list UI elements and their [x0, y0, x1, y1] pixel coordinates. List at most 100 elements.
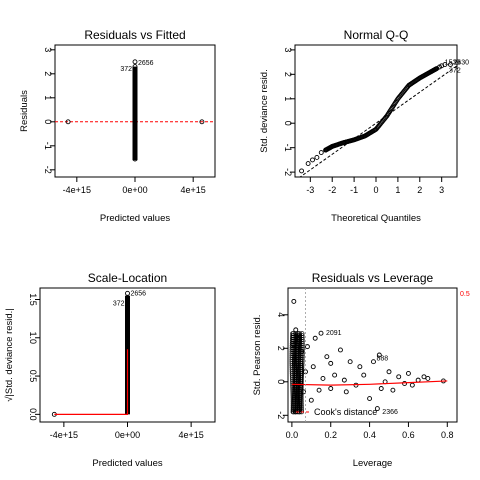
- x-axis: -3 -2 -1 0 1 2 3: [306, 177, 444, 195]
- y-tick-label: -2: [283, 168, 293, 176]
- plot-marks: [289, 288, 448, 422]
- y-tick-label: 0.5: [28, 370, 38, 383]
- legend: Cook's distance: [296, 407, 377, 417]
- data-point: [314, 154, 320, 160]
- data-point: [357, 364, 363, 370]
- y-tick-label: 2: [283, 72, 293, 77]
- point-annotation: 2656: [131, 290, 147, 297]
- x-tick-label: 4e+15: [181, 185, 206, 195]
- data-point: [367, 396, 373, 401]
- data-point: [343, 389, 349, 395]
- legend-label: Cook's distance: [314, 407, 377, 417]
- y-tick-label: 1.0: [28, 332, 38, 345]
- y-axis: -2 0 2 4: [276, 312, 288, 419]
- x-tick-label: 3: [439, 185, 444, 195]
- plot-marks: [51, 290, 130, 417]
- data-point: [421, 374, 427, 380]
- data-point: [310, 157, 315, 163]
- data-point: [65, 119, 71, 125]
- point-annotation: 2630: [453, 60, 469, 67]
- y-axis: -2 -1 0 1 2 3: [283, 47, 295, 176]
- plot-title: Residuals vs Fitted: [84, 28, 185, 42]
- data-point: [341, 377, 347, 383]
- x-tick-label: -4e+15: [63, 185, 91, 195]
- data-point: [125, 290, 130, 296]
- y-axis-label: Std. deviance resid.: [259, 69, 270, 152]
- y-axis-label: Residuals: [19, 90, 30, 132]
- x-axis: -4e+15 0e+00 4e+15: [63, 177, 206, 195]
- point-annotation: 2366: [382, 409, 398, 416]
- x-tick-label: 4e+15: [178, 430, 203, 440]
- plot-marks: [299, 62, 457, 177]
- plot-panel-3: Scale-Location -4e+15 0e+00 4e+15 0.0 0.5 1.0 1…: [4, 271, 216, 469]
- y-tick-label: 4: [276, 312, 286, 317]
- data-point: [361, 372, 367, 378]
- x-tick-label: 0: [373, 185, 378, 195]
- data-point: [320, 376, 326, 381]
- data-point: [318, 150, 324, 156]
- data-point: [301, 389, 306, 395]
- y-axis-label: √|Std. deviance resid.|: [4, 308, 15, 402]
- x-tick-label: 0.2: [324, 430, 337, 440]
- data-point: [332, 372, 338, 378]
- plot-panel-2: Normal Q-Q -3 -2 -1 0 1 2 3 -2 -1 0 1 2 3 Theoretical …: [259, 28, 469, 224]
- y-tick-label: 3: [43, 47, 53, 52]
- plot-title: Normal Q-Q: [344, 28, 409, 42]
- x-tick-label: 1: [395, 185, 400, 195]
- data-point: [347, 359, 353, 365]
- x-tick-label: 0e+00: [122, 185, 147, 195]
- x-axis: 0.0 0.2 0.4 0.6 0.8: [286, 422, 454, 440]
- dense-point-column: [132, 66, 138, 161]
- data-point: [299, 331, 305, 336]
- x-axis: -4e+15 0e+00 4e+15: [50, 422, 204, 440]
- y-axis: 0.0 0.5 1.0 1.5: [28, 293, 40, 421]
- y-tick-label: 0: [43, 119, 53, 124]
- y-tick-label: 2: [276, 346, 286, 351]
- data-point: [297, 331, 303, 336]
- x-tick-label: 0.0: [286, 430, 299, 440]
- x-tick-label: 0e+00: [115, 430, 140, 440]
- y-tick-label: -1: [43, 142, 53, 150]
- point-annotation: 888: [376, 355, 388, 362]
- y-tick-label: 2: [43, 71, 53, 76]
- data-point: [132, 64, 138, 70]
- data-point: [305, 161, 311, 167]
- point-annotation: 1539: [445, 60, 461, 67]
- data-point: [409, 382, 415, 388]
- data-point: [374, 406, 380, 412]
- point-annotation: 2091: [326, 330, 342, 337]
- plot-marks: [55, 59, 215, 162]
- data-point: [125, 295, 130, 301]
- data-point: [199, 119, 205, 125]
- data-point: [318, 330, 324, 336]
- plot-title: Scale-Location: [88, 271, 167, 285]
- y-axis: -2 -1 0 1 2 3: [43, 47, 55, 174]
- data-point: [304, 344, 310, 350]
- y-tick-label: 1.5: [28, 293, 38, 306]
- data-point: [308, 397, 314, 403]
- x-axis-label: Theoretical Quantiles: [331, 213, 421, 224]
- data-point: [415, 377, 421, 383]
- smooth-line: [54, 349, 129, 415]
- smooth-line: [291, 380, 448, 386]
- data-point: [337, 347, 343, 353]
- y-tick-label: 1: [283, 96, 293, 101]
- plot-panel-4: Residuals vs Leverage 0.0 0.2 0.4 0.6 0.8 -2 0 2…: [252, 271, 470, 469]
- data-point: [396, 374, 402, 380]
- dense-point-cluster: [289, 331, 305, 415]
- data-point: [447, 62, 453, 68]
- cooks-contour-label: 0.5: [460, 291, 470, 298]
- data-point: [376, 352, 382, 358]
- y-tick-label: 1: [43, 95, 53, 100]
- data-point: [295, 335, 301, 341]
- qq-point-curve: [323, 66, 440, 153]
- plot-title: Residuals vs Leverage: [312, 271, 434, 285]
- data-point: [371, 359, 376, 365]
- point-annotation: 372: [113, 300, 125, 307]
- data-point: [425, 376, 431, 381]
- x-tick-label: 0.4: [363, 430, 376, 440]
- y-tick-label: 0: [283, 121, 293, 126]
- y-tick-label: -2: [43, 166, 53, 174]
- x-tick-label: -2: [328, 185, 336, 195]
